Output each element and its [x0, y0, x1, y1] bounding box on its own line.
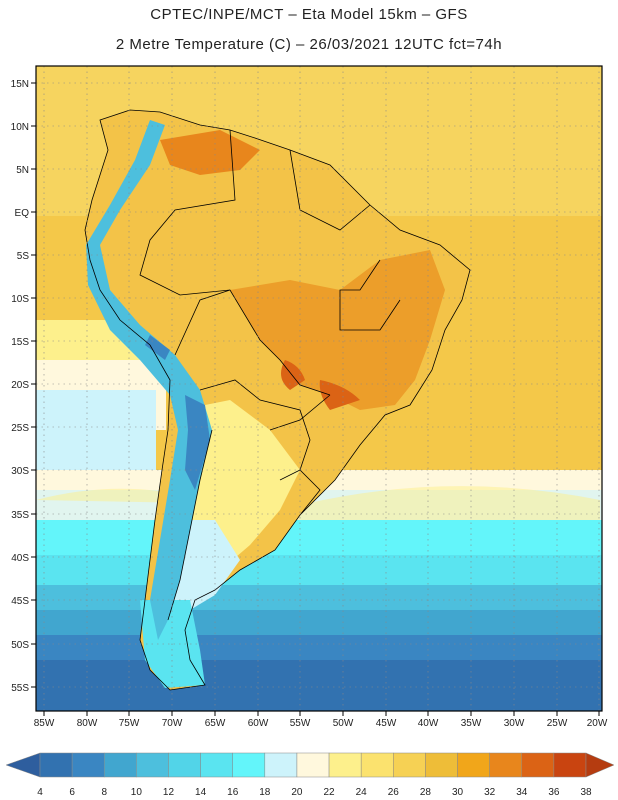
lon-label: 85W [34, 718, 55, 729]
lat-label: 35S [11, 510, 29, 521]
amazon-north-warm [160, 130, 260, 175]
colorbar-label: 28 [420, 787, 432, 798]
map-title: CPTEC/INPE/MCT – Eta Model 15km – GFS [150, 6, 468, 23]
colorbar-swatch [232, 752, 266, 778]
colorbar-label: 34 [516, 787, 528, 798]
lat-label: 55S [11, 683, 29, 694]
colorbar-swatch [489, 752, 523, 778]
map-subtitle: 2 Metre Temperature (C) – 26/03/2021 12U… [115, 36, 503, 53]
colorbar-label: 10 [131, 787, 143, 798]
colorbar-swatch [103, 752, 137, 778]
graticule [36, 66, 602, 711]
lon-label: 50W [333, 718, 354, 729]
lon-label: 45W [376, 718, 397, 729]
temperature-colorbar: 4 6 8 10 12 14 16 18 20 22 24 26 28 30 32 34 36 38 [5, 752, 615, 798]
colorbar-label: 30 [452, 787, 464, 798]
colorbar-label: 36 [548, 787, 560, 798]
colorbar-swatch [296, 752, 330, 778]
lat-label: 25S [11, 423, 29, 434]
lat-label: 10N [11, 122, 29, 133]
lat-label: 5S [17, 251, 30, 262]
colorbar-label: 24 [356, 787, 368, 798]
colorbar-swatch [521, 752, 555, 778]
andes-coldest-core [145, 335, 210, 490]
colorbar-label: 16 [227, 787, 239, 798]
lat-label: EQ [15, 208, 30, 219]
colorbar-min-arrow [5, 752, 41, 778]
colorbar-label: 12 [163, 787, 175, 798]
colorbar-max-arrow [585, 752, 615, 778]
colorbar-label: 6 [69, 787, 75, 798]
longitude-axis: 85W 80W 75W 70W 65W 60W 55W 50W 45W 40W … [34, 711, 608, 729]
colorbar-swatch [200, 752, 233, 778]
colorbar-swatch [39, 752, 73, 778]
lat-label: 40S [11, 553, 29, 564]
colorbar-swatch [328, 752, 362, 778]
colorbar-label: 18 [259, 787, 271, 798]
colorbar-swatch [457, 752, 490, 778]
colorbar-swatch [136, 752, 169, 778]
colorbar-label: 8 [101, 787, 107, 798]
lat-label: 5N [16, 165, 29, 176]
lon-label: 30W [504, 718, 525, 729]
lat-label: 50S [11, 640, 29, 651]
brazil-hottest-zone [281, 360, 360, 410]
south-16-band [36, 520, 602, 560]
colorbar-label: 14 [195, 787, 207, 798]
south-6-band [36, 660, 602, 711]
lon-label: 25W [547, 718, 568, 729]
lat-label: 20S [11, 380, 29, 391]
colorbar-label: 4 [37, 787, 43, 798]
lat-label: 30S [11, 466, 29, 477]
colorbar-label: 20 [291, 787, 303, 798]
lon-label: 75W [119, 718, 140, 729]
colorbar-swatch [168, 752, 201, 778]
andes-cold-ridge [86, 120, 212, 640]
colorbar-swatch [264, 752, 298, 778]
lat-label: 15N [11, 79, 29, 90]
lon-label: 70W [162, 718, 183, 729]
lon-label: 55W [290, 718, 311, 729]
lon-label: 65W [205, 718, 226, 729]
latitude-axis: 15N 10N 5N EQ 5S 10S 15S 20S 25S 30S 35S… [11, 79, 36, 694]
colorbar-label: 22 [323, 787, 335, 798]
lon-label: 35W [461, 718, 482, 729]
lat-label: 45S [11, 596, 29, 607]
colorbar-swatch [425, 752, 458, 778]
map-border [35, 65, 603, 712]
colorbar-swatch [71, 752, 105, 778]
colorbar-label: 26 [388, 787, 400, 798]
lat-label: 10S [11, 294, 29, 305]
lon-label: 40W [418, 718, 439, 729]
colorbar-label: 38 [580, 787, 592, 798]
colorbar-label: 32 [484, 787, 496, 798]
brazil-hot-zone [230, 250, 445, 410]
south-14-band [36, 555, 602, 590]
lon-label: 20W [587, 718, 608, 729]
colorbar-swatch [553, 752, 587, 778]
lat-label: 15S [11, 337, 29, 348]
lon-label: 60W [248, 718, 269, 729]
colorbar-swatch [393, 752, 426, 778]
lon-label: 80W [77, 718, 98, 729]
colorbar-swatch [360, 752, 394, 778]
